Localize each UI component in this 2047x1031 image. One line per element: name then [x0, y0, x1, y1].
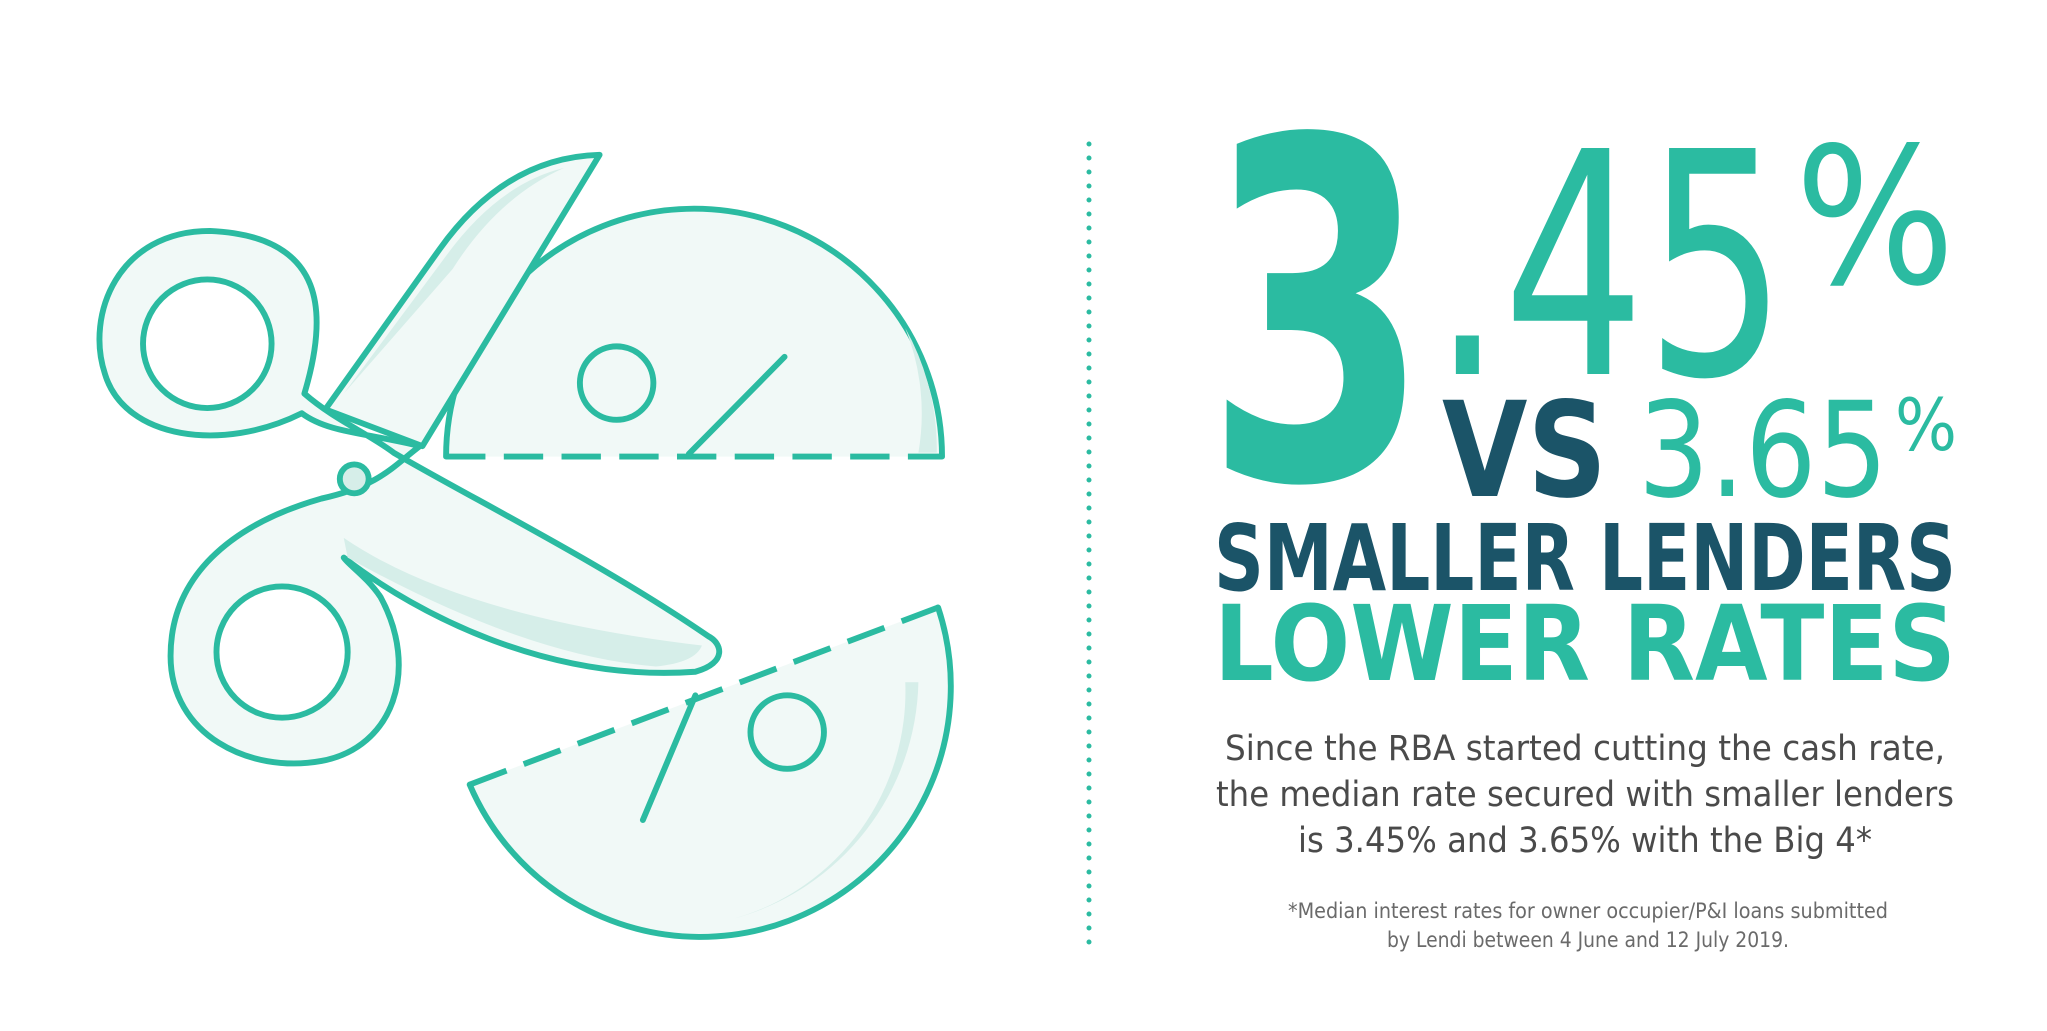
- rate-fraction: .45: [1432, 87, 1787, 448]
- rate-unit: %: [1795, 107, 1955, 328]
- body-line: is 3.45% and 3.65% with the Big 4*: [1298, 821, 1872, 861]
- body-line: Since the RBA started cutting the cash r…: [1225, 729, 1945, 769]
- headline: 3 .45 % VS 3.65 % SMALLER LENDERS LOWER …: [1205, 42, 1957, 705]
- blade-top: [322, 151, 603, 450]
- footnote-line: *Median interest rates for owner occupie…: [1288, 899, 1888, 923]
- headline-line: LOWER RATES: [1214, 583, 1956, 705]
- footnote-line: by Lendi between 4 June and 12 July 2019…: [1387, 928, 1789, 952]
- versus: VS: [1442, 374, 1607, 528]
- pie-bottom: [466, 604, 954, 940]
- body-text: Since the RBA started cutting the cash r…: [1216, 729, 1954, 861]
- compare-rate: 3.65: [1638, 374, 1888, 528]
- rate-integer: 3: [1205, 42, 1430, 589]
- body-line: the median rate secured with smaller len…: [1216, 775, 1954, 815]
- headline-line: SMALLER LENDERS: [1214, 505, 1956, 612]
- scissors-illustration: [96, 151, 954, 940]
- compare-unit: %: [1895, 383, 1957, 467]
- footnote: *Median interest rates for owner occupie…: [1288, 899, 1888, 952]
